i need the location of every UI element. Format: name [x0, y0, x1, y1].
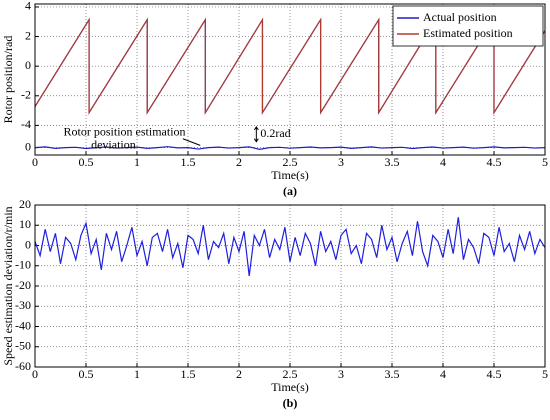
x-tick-label: 4.5 — [487, 155, 502, 169]
y-tick-label: 2 — [25, 28, 31, 42]
x-tick-label: 1 — [134, 155, 140, 169]
caption: (b) — [283, 396, 298, 410]
x-tick-label: 1.5 — [181, 155, 196, 169]
x-tick-label: 0 — [32, 367, 38, 381]
y-tick-label: 10 — [19, 217, 31, 231]
legend-label: Estimated position — [423, 26, 513, 40]
x-tick-label: 4.5 — [487, 367, 502, 381]
deviation-line — [34, 146, 546, 150]
y-tick-label: 0 — [25, 139, 31, 153]
x-tick-label: 2 — [236, 367, 242, 381]
x-tick-label: 5 — [542, 155, 548, 169]
y-tick-label: -50 — [15, 339, 31, 353]
y-tick-label: 0 — [25, 58, 31, 72]
y-tick-label: 20 — [19, 197, 31, 211]
x-tick-label: 1 — [134, 367, 140, 381]
x-tick-label: 2 — [236, 155, 242, 169]
x-tick-label: 3.5 — [385, 155, 400, 169]
y-tick-label: -4 — [21, 117, 31, 131]
plot-frame — [34, 204, 546, 368]
x-tick-label: 3 — [338, 155, 344, 169]
x-tick-label: 0.5 — [79, 155, 94, 169]
legend-label: Actual position — [423, 10, 497, 24]
x-axis-label: Time(s) — [271, 380, 309, 394]
x-axis-label: Time(s) — [271, 168, 309, 182]
x-tick-label: 2.5 — [283, 367, 298, 381]
annotation: deviation — [91, 138, 136, 152]
annotation: Rotor position estimation — [64, 125, 186, 139]
x-tick-label: 3 — [338, 367, 344, 381]
series-line — [34, 217, 546, 276]
legend-box — [392, 5, 544, 47]
x-tick-label: 3.5 — [385, 367, 400, 381]
y-tick-label: -60 — [15, 359, 31, 373]
y-tick-label: -2 — [21, 88, 31, 102]
y-axis-label: Rotor position/rad — [1, 36, 15, 124]
y-tick-label: 0 — [25, 237, 31, 251]
y-axis-label: Speed estimation deviation/r/min — [1, 206, 15, 365]
annotation: 0.2rad — [260, 126, 290, 140]
x-tick-label: 5 — [542, 367, 548, 381]
series-line — [34, 17, 546, 115]
x-tick-label: 4 — [440, 367, 446, 381]
x-tick-label: 0.5 — [79, 367, 94, 381]
x-tick-label: 0 — [32, 155, 38, 169]
caption: (a) — [283, 184, 297, 198]
plot-frame — [34, 3, 546, 156]
x-tick-label: 4 — [440, 155, 446, 169]
annotation-arrow — [182, 138, 201, 146]
y-tick-label: -30 — [15, 298, 31, 312]
y-tick-label: -20 — [15, 278, 31, 292]
y-tick-label: -40 — [15, 318, 31, 332]
x-tick-label: 2.5 — [283, 155, 298, 169]
x-tick-label: 1.5 — [181, 367, 196, 381]
y-tick-label: -10 — [15, 258, 31, 272]
y-tick-label: 4 — [25, 0, 31, 13]
annotation-arrow — [253, 125, 259, 143]
